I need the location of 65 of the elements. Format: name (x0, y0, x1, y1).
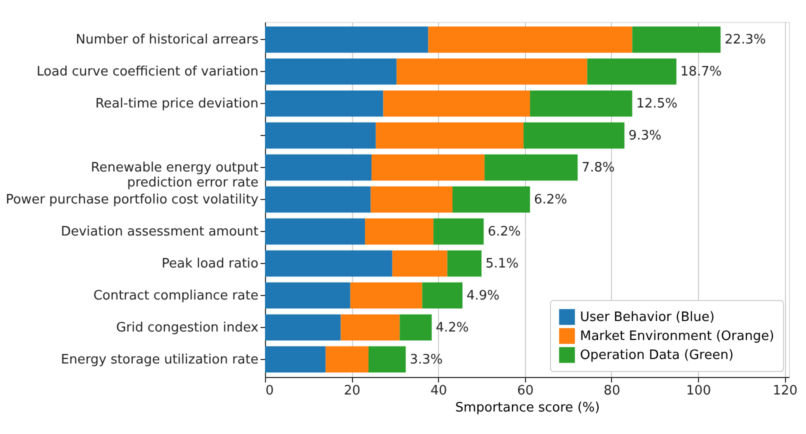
bar (524, 122, 624, 149)
x-axis-title: Smportance score (%) (455, 400, 600, 416)
bar (350, 282, 422, 309)
bar (340, 314, 400, 341)
annotation: 5.1% (486, 256, 519, 272)
bar (265, 154, 372, 181)
bar (632, 26, 721, 53)
annotation: 22.3% (724, 32, 766, 48)
bar (422, 282, 462, 309)
bar (265, 314, 341, 341)
x-tick-label: 60 (517, 384, 534, 398)
bar (372, 154, 485, 181)
bar (265, 90, 384, 117)
bar (452, 186, 530, 213)
annotation: 6.2% (488, 224, 521, 240)
bar (587, 58, 676, 85)
bar (265, 58, 397, 85)
bar (530, 90, 632, 117)
bar (400, 314, 432, 341)
x-tick-label: 20 (344, 384, 360, 398)
bar (396, 58, 588, 85)
annotation: 18.7% (680, 64, 722, 80)
bar (428, 26, 632, 53)
bar (265, 26, 428, 53)
y-tick-label: Peak load ratio (162, 256, 259, 272)
x-tick-label: 120 (772, 384, 798, 398)
annotation: 3.3% (410, 352, 443, 368)
annotation: 12.5% (636, 96, 678, 112)
bar (376, 122, 524, 149)
annotation: 6.2% (534, 192, 568, 208)
y-tick-label: Power purchase portfolio cost volatility (6, 192, 259, 208)
x-tick-label: 40 (430, 384, 447, 398)
annotation: 7.8% (582, 160, 615, 176)
y-tick-label: Energy storage utilization rate (60, 352, 258, 368)
bar (265, 186, 371, 213)
y-tick-label: Renewable energy output prediction error rate (90, 160, 258, 191)
legend-label: Operation Data (Green) (580, 348, 734, 363)
bar (383, 90, 530, 117)
y-tick-label: Number of historical arrears (76, 32, 259, 48)
bar (326, 346, 368, 373)
bar (484, 154, 578, 181)
legend-label: Market Environment (Orange) (580, 329, 774, 344)
bar (265, 282, 350, 309)
annotation: 4.9% (466, 288, 500, 304)
bar (392, 250, 448, 277)
bar (368, 346, 406, 373)
bar (370, 186, 453, 213)
y-tick-label: Deviation assessment amount (60, 224, 258, 240)
legend-label: User Behavior (Blue) (580, 310, 715, 325)
x-tick-label: 80 (604, 384, 620, 398)
y-tick-label: Grid congestion index (116, 320, 259, 336)
bar (265, 250, 392, 277)
bar (265, 218, 366, 245)
x-tick-label: 100 (686, 384, 711, 398)
y-tick-label: Contract compliance rate (93, 288, 258, 304)
annotation: 4.2% (436, 320, 469, 336)
x-tick-label: 0 (266, 384, 274, 398)
bar (365, 218, 434, 245)
bar (265, 346, 326, 373)
bar (433, 218, 484, 245)
bar (265, 122, 376, 149)
bar (447, 250, 482, 277)
annotation: 9.3% (628, 128, 662, 144)
y-tick-label: Real-time price deviation (95, 96, 258, 112)
y-tick-label: Load curve coefficient of variation (36, 64, 258, 80)
